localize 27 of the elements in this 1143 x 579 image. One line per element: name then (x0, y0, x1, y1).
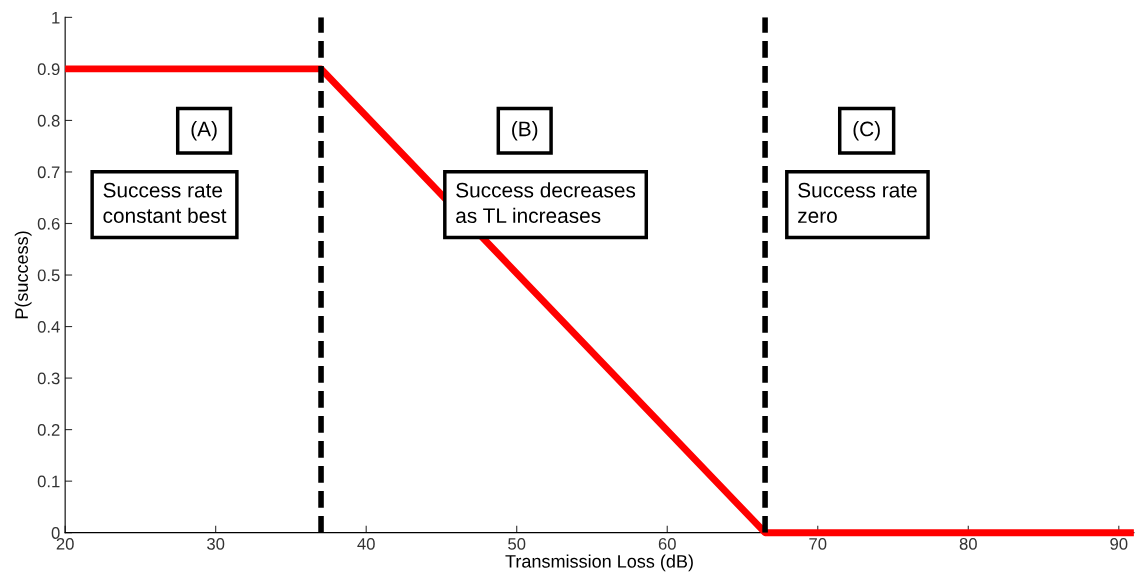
annotation: Success rate zero (798, 182, 917, 224)
y-tick-label: 0.6 (37, 217, 60, 230)
x-tick-label: 60 (658, 537, 676, 550)
y-tick-label: 0.2 (37, 424, 60, 436)
x-tick-label: 50 (508, 537, 526, 550)
y-tick-label: 0.3 (37, 372, 60, 385)
annotation: Success rate constant best (103, 182, 227, 224)
y-tick-label: 0.4 (37, 320, 60, 333)
y-tick-label: 0.8 (37, 114, 60, 127)
annotation: (C) (853, 121, 880, 141)
y-axis-title: P(success) (14, 231, 32, 319)
x-tick-label: 80 (959, 537, 977, 550)
annotation: (A) (191, 121, 217, 141)
x-tick-label: 30 (207, 537, 225, 550)
x-tick-label: 90 (1110, 537, 1128, 550)
x-tick-label: 70 (809, 537, 827, 550)
y-tick-label: 0 (51, 527, 60, 539)
y-tick-label: 1 (52, 11, 60, 24)
y-tick-label: 0.7 (37, 166, 60, 179)
annotation: (B) (512, 121, 538, 141)
x-tick-label: 20 (56, 537, 74, 550)
y-tick-label: 0.9 (37, 63, 60, 76)
x-axis-title: Transmission Loss (dB) (505, 554, 693, 572)
y-tick-label: 0.5 (37, 269, 60, 282)
x-tick-label: 40 (357, 537, 375, 550)
annotation: Success decreases as TL increases (456, 182, 636, 224)
y-tick-label: 0.1 (37, 475, 60, 488)
